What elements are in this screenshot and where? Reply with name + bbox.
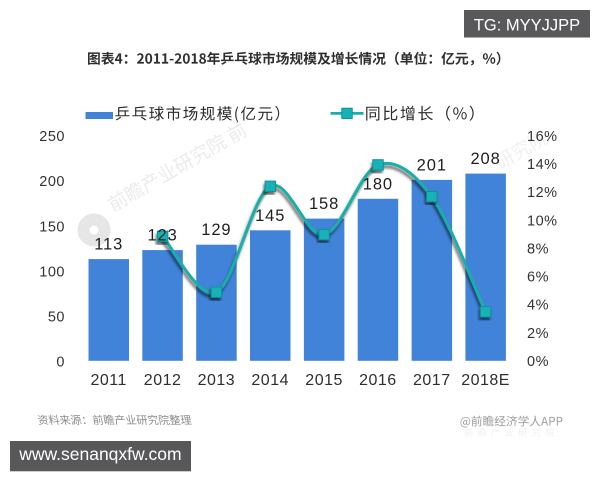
- svg-text:123: 123: [147, 227, 177, 245]
- svg-text:2013: 2013: [198, 372, 236, 389]
- svg-text:0: 0: [56, 355, 65, 371]
- svg-text:2012: 2012: [144, 372, 182, 389]
- svg-text:16%: 16%: [527, 129, 558, 145]
- svg-text:2%: 2%: [527, 326, 549, 342]
- svg-text:2015: 2015: [305, 372, 343, 389]
- svg-text:2018E: 2018E: [461, 372, 510, 389]
- svg-text:TG: MYYJJPP: TG: MYYJJPP: [474, 17, 580, 35]
- svg-text:www.senanqxfw.com: www.senanqxfw.com: [18, 444, 181, 464]
- svg-text:201: 201: [417, 156, 447, 174]
- svg-text:2017: 2017: [413, 372, 451, 389]
- svg-text:2011: 2011: [90, 372, 126, 389]
- svg-text:14%: 14%: [527, 157, 558, 173]
- svg-text:145: 145: [255, 207, 285, 225]
- svg-text:2014: 2014: [251, 372, 289, 389]
- svg-text:10%: 10%: [527, 213, 558, 229]
- svg-text:208: 208: [470, 150, 500, 168]
- svg-text:200: 200: [39, 174, 65, 190]
- svg-text:250: 250: [39, 129, 65, 145]
- svg-text:100: 100: [39, 264, 65, 280]
- svg-text:129: 129: [201, 221, 231, 239]
- svg-text:8%: 8%: [527, 241, 549, 257]
- svg-text:150: 150: [39, 219, 65, 235]
- svg-text:2016: 2016: [359, 372, 397, 389]
- svg-text:12%: 12%: [527, 185, 558, 201]
- svg-text:0%: 0%: [527, 354, 549, 370]
- svg-text:113: 113: [94, 236, 123, 254]
- svg-text:50: 50: [48, 309, 65, 325]
- svg-text:158: 158: [309, 195, 339, 213]
- svg-text:6%: 6%: [527, 270, 549, 286]
- svg-text:180: 180: [363, 175, 393, 193]
- svg-text:4%: 4%: [527, 298, 549, 314]
